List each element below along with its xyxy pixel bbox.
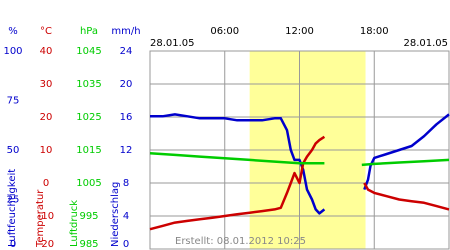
y-tick-label: 25 bbox=[7, 195, 20, 206]
y-tick-label: 1035 bbox=[76, 79, 101, 90]
y-tick-label: 10 bbox=[40, 145, 53, 156]
y-tick-label: 985 bbox=[79, 239, 98, 250]
axis-unit: % bbox=[8, 26, 18, 37]
y-tick-label: 995 bbox=[79, 211, 98, 222]
y-tick-label: 50 bbox=[7, 145, 20, 156]
y-tick-label: 0 bbox=[123, 239, 129, 250]
created-note: Erstellt: 08.01.2012 10:25 bbox=[175, 236, 306, 247]
axis-title: Luftfeuchtigkeit bbox=[7, 169, 18, 247]
y-tick-label: 16 bbox=[120, 112, 133, 123]
y-tick-label: 8 bbox=[123, 178, 129, 189]
x-tick-label: 18:00 bbox=[360, 26, 389, 37]
series-line bbox=[149, 135, 450, 231]
axis-unit: °C bbox=[40, 26, 52, 37]
y-tick-label: 0 bbox=[10, 239, 16, 250]
y-tick-label: 24 bbox=[120, 46, 133, 57]
y-tick-label: 20 bbox=[120, 79, 133, 90]
y-tick-label: 12 bbox=[120, 145, 133, 156]
axis-title: Niederschlag bbox=[110, 182, 121, 247]
y-tick-label: -10 bbox=[38, 211, 54, 222]
y-tick-label: 40 bbox=[40, 46, 53, 57]
axis-title: Temperatur bbox=[35, 189, 46, 248]
series-line bbox=[150, 113, 450, 215]
date-right: 28.01.05 bbox=[403, 38, 448, 49]
y-tick-label: 1045 bbox=[76, 46, 101, 57]
axis-title: Luftdruck bbox=[69, 200, 80, 247]
y-tick-label: 30 bbox=[40, 79, 53, 90]
y-tick-label: -20 bbox=[38, 239, 54, 250]
y-tick-label: 20 bbox=[40, 112, 53, 123]
series-line bbox=[149, 152, 450, 167]
y-tick-label: 1025 bbox=[76, 112, 101, 123]
y-tick-label: 1005 bbox=[76, 178, 101, 189]
axis-unit: mm/h bbox=[111, 26, 140, 37]
x-tick-label: 12:00 bbox=[285, 26, 314, 37]
y-tick-label: 4 bbox=[123, 211, 129, 222]
x-tick-label: 06:00 bbox=[210, 26, 239, 37]
date-left: 28.01.05 bbox=[150, 38, 195, 49]
y-tick-label: 1015 bbox=[76, 145, 101, 156]
axis-unit: hPa bbox=[80, 26, 98, 37]
y-tick-label: 100 bbox=[3, 46, 22, 57]
y-tick-label: 0 bbox=[43, 178, 49, 189]
y-tick-label: 75 bbox=[7, 96, 20, 107]
